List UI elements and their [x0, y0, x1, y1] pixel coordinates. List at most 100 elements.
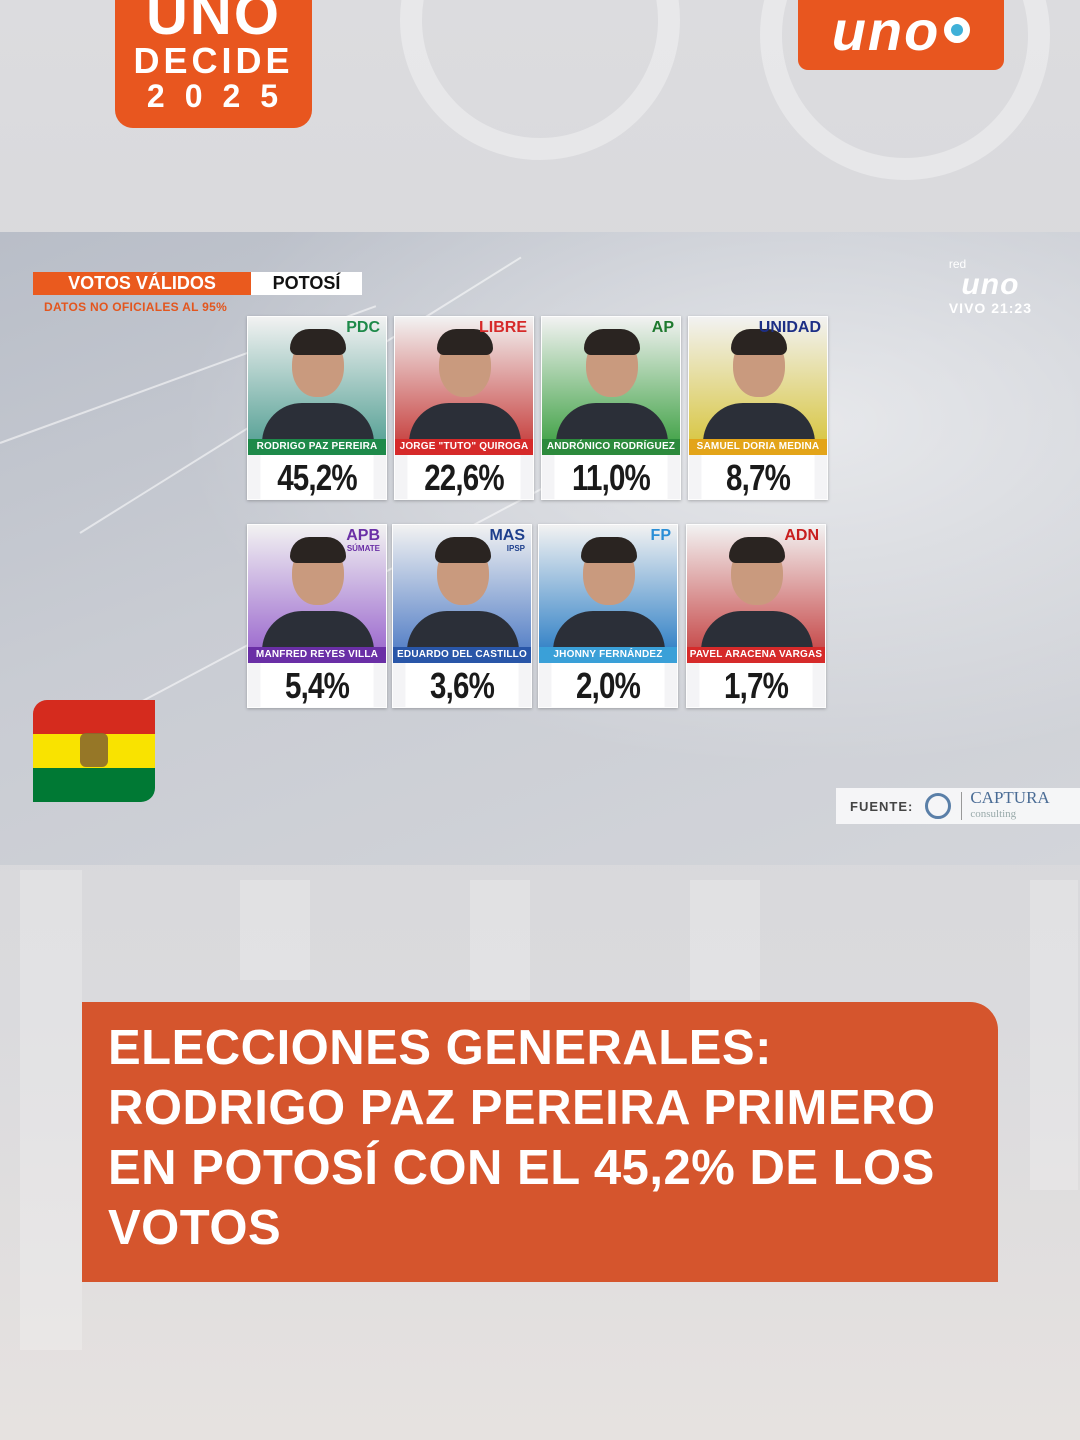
candidate-name: MANFRED REYES VILLA — [248, 647, 386, 663]
flag-stripe-red — [33, 700, 155, 734]
candidate-body — [262, 611, 374, 651]
uno-decide-logo: UNO DECIDE 2025 — [115, 0, 312, 128]
candidate-card: PDC RODRIGO PAZ PEREIRA 45,2% — [247, 316, 387, 500]
party-name: APB — [346, 527, 380, 544]
party-name: ADN — [784, 527, 819, 544]
candidate-photo — [542, 317, 680, 443]
candidate-card: APB SÚMATE MANFRED REYES VILLA 5,4% — [247, 524, 387, 708]
party-name: LIBRE — [479, 319, 527, 336]
candidate-percentage: 22,6% — [407, 455, 521, 499]
party-label: PDC — [346, 320, 380, 336]
background-bar — [240, 880, 310, 980]
party-label: FP — [651, 528, 671, 544]
candidate-photo — [393, 525, 531, 651]
candidate-name: RODRIGO PAZ PEREIRA — [248, 439, 386, 455]
candidate-body — [409, 403, 521, 443]
party-name: PDC — [346, 319, 380, 336]
candidate-photo — [539, 525, 677, 651]
party-name: FP — [650, 527, 671, 544]
region-label: POTOSÍ — [251, 272, 362, 295]
bolivia-flag — [33, 700, 155, 802]
candidate-hair — [437, 329, 493, 355]
candidate-percentage: 5,4% — [260, 663, 374, 707]
candidate-hair — [290, 329, 346, 355]
source-divider — [961, 792, 963, 820]
background-bar — [20, 870, 82, 1350]
candidate-body — [262, 403, 374, 443]
source-brand-sub: consulting — [970, 808, 1017, 820]
captura-logo-icon — [925, 793, 952, 819]
candidate-percentage: 11,0% — [554, 455, 668, 499]
network-wordmark: uno — [831, 0, 941, 62]
coat-of-arms-icon — [80, 733, 108, 767]
candidate-percentage: 45,2% — [260, 455, 374, 499]
candidate-hair — [435, 537, 491, 563]
candidate-body — [556, 403, 668, 443]
candidate-card: UNIDAD SAMUEL DORIA MEDINA 8,7% — [688, 316, 828, 500]
party-name: UNIDAD — [758, 319, 821, 336]
party-label: MAS IPSP — [489, 527, 525, 554]
live-network-logo: uno — [961, 268, 1020, 301]
candidate-name: JORGE "TUTO" QUIROGA — [395, 439, 533, 455]
logo-year-text: 2025 — [146, 78, 299, 114]
party-label: AP — [652, 320, 674, 336]
candidate-body — [407, 611, 519, 651]
party-label: LIBRE — [479, 320, 527, 336]
candidate-name: ANDRÓNICO RODRÍGUEZ — [542, 439, 680, 455]
logo-uno-text: UNO — [146, 0, 281, 47]
candidate-name: JHONNY FERNÁNDEZ — [539, 647, 677, 663]
candidate-card: ADN PAVEL ARACENA VARGAS 1,7% — [686, 524, 826, 708]
network-logo: uno — [798, 0, 1004, 70]
party-name: AP — [651, 319, 674, 336]
party-name: MAS — [489, 527, 525, 544]
candidate-photo — [248, 317, 386, 443]
candidate-card: AP ANDRÓNICO RODRÍGUEZ 11,0% — [541, 316, 681, 500]
candidate-card: FP JHONNY FERNÁNDEZ 2,0% — [538, 524, 678, 708]
candidate-percentage: 2,0% — [551, 663, 665, 707]
live-network-small: red — [948, 257, 967, 271]
party-label: UNIDAD — [759, 320, 821, 336]
party-label: APB SÚMATE — [346, 527, 380, 554]
candidate-body — [553, 611, 665, 651]
candidate-name: PAVEL ARACENA VARGAS — [687, 647, 825, 663]
headline-box: ELECCIONES GENERALES: RODRIGO PAZ PEREIR… — [82, 1002, 998, 1282]
candidate-hair — [729, 537, 785, 563]
candidate-percentage: 3,6% — [405, 663, 519, 707]
candidate-percentage: 8,7% — [701, 455, 815, 499]
votes-tag: VOTOS VÁLIDOS POTOSÍ — [33, 272, 362, 295]
candidate-body — [701, 611, 813, 651]
headline-text: ELECCIONES GENERALES: RODRIGO PAZ PEREIR… — [108, 1021, 936, 1255]
live-indicator: red uno VIVO 21:23 — [949, 258, 1032, 316]
logo-decide-text: DECIDE — [133, 40, 294, 81]
party-label: ADN — [784, 528, 819, 544]
candidate-name: EDUARDO DEL CASTILLO — [393, 647, 531, 663]
flag-stripe-green — [33, 768, 155, 802]
candidate-hair — [581, 537, 637, 563]
background-bar — [1030, 880, 1078, 1190]
live-time: VIVO 21:23 — [948, 300, 1032, 316]
candidate-percentage: 1,7% — [699, 663, 813, 707]
broadcast-frame: VOTOS VÁLIDOS POTOSÍ DATOS NO OFICIALES … — [0, 232, 1080, 865]
party-sub: SÚMATE — [346, 544, 380, 553]
candidate-card: LIBRE JORGE "TUTO" QUIROGA 22,6% — [394, 316, 534, 500]
candidate-hair — [731, 329, 787, 355]
candidate-photo — [395, 317, 533, 443]
background-ring — [400, 0, 680, 160]
source-brand: CAPTURA consulting — [970, 788, 1050, 822]
candidate-body — [703, 403, 815, 443]
source-credit: FUENTE: CAPTURA consulting — [836, 788, 1080, 824]
background-bar — [470, 880, 530, 1000]
candidate-photo — [687, 525, 825, 651]
party-sub: IPSP — [506, 544, 525, 553]
candidate-hair — [584, 329, 640, 355]
source-label: FUENTE: — [850, 798, 914, 814]
candidate-photo — [248, 525, 386, 651]
source-brand-name: CAPTURA — [970, 788, 1050, 807]
unofficial-note: DATOS NO OFICIALES AL 95% — [44, 300, 228, 314]
background-bar — [690, 880, 760, 1000]
candidate-card: MAS IPSP EDUARDO DEL CASTILLO 3,6% — [392, 524, 532, 708]
valid-votes-label: VOTOS VÁLIDOS — [33, 272, 251, 295]
candidate-hair — [290, 537, 346, 563]
logo-dot-icon — [944, 17, 971, 43]
candidate-photo — [689, 317, 827, 443]
